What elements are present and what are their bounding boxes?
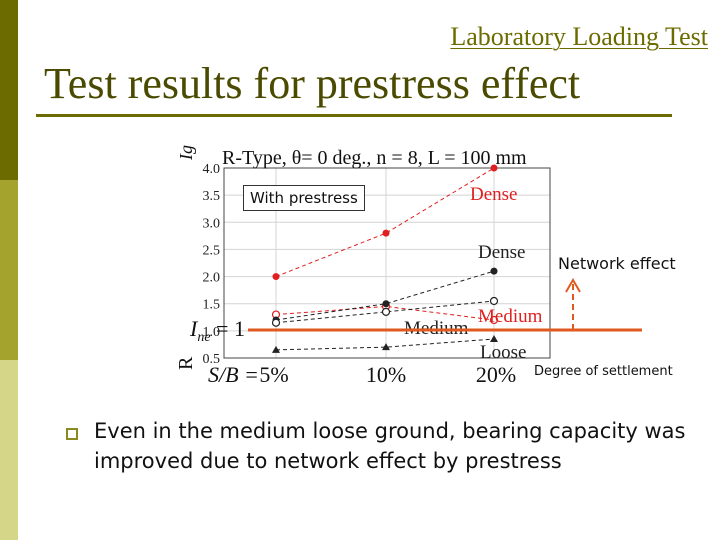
data-point [382, 343, 390, 351]
data-point [382, 229, 390, 237]
x-tick-labels: 5% 10% 20% [259, 362, 516, 387]
y-tick-labels: 0.5 1.0 1.5 2.0 2.5 3.0 3.5 4.0 [203, 162, 221, 367]
y-tick-label: 0.5 [203, 352, 221, 367]
plot-frame [223, 167, 551, 359]
data-point [272, 273, 280, 281]
data-point [490, 335, 498, 342]
series-with-prestress-medium: Medium [271, 302, 543, 327]
x-tick-label: 5% [259, 362, 288, 387]
y-axis-label: Ig [176, 145, 196, 161]
y-tick-label: 1.5 [203, 298, 221, 313]
data-point [382, 300, 390, 308]
series-without-prestress-loose: Loose [272, 335, 526, 363]
x-axis-label: S/B = [208, 362, 259, 387]
y-tick-label: 2.0 [203, 271, 221, 286]
chart-title: R-Type, θ= 0 deg., n = 8, L = 100 mm [222, 147, 527, 169]
data-point [489, 315, 499, 325]
series-label: Dense [478, 242, 525, 263]
series-label: Loose [480, 342, 526, 363]
chart-series: DenseMediumDenseMediumLoose [271, 164, 543, 363]
series-label: Dense [470, 184, 517, 205]
series-line [275, 305, 495, 321]
data-point [381, 307, 391, 316]
x-tick-label: 10% [366, 362, 406, 387]
y-tick-label: 3.0 [203, 216, 221, 231]
slide-title: Test results for prestress effect [44, 59, 581, 108]
series-line [275, 270, 495, 321]
sidebar-accent-bar-middle [0, 180, 18, 360]
series-label: Medium [478, 306, 543, 327]
x-tick-label: 20% [476, 362, 516, 387]
series-line [275, 300, 495, 324]
header-label: Laboratory Loading Test [450, 22, 708, 51]
with-prestress-callout: With prestress [243, 185, 365, 211]
y-axis-label-overlay: R [175, 356, 197, 370]
data-point [271, 318, 281, 327]
network-effect-label: Network effect [558, 254, 676, 273]
data-point [490, 164, 498, 172]
bullet-text: Even in the medium loose ground, bearing… [94, 419, 686, 473]
data-point [272, 345, 280, 353]
y-tick-label: 4.0 [203, 162, 221, 177]
reference-line-label: Ine = 1 [189, 316, 245, 345]
title-underline [36, 114, 672, 117]
series-line [275, 338, 495, 351]
series-without-prestress-dense: Dense [272, 242, 525, 324]
bullet-square-icon [66, 428, 78, 440]
data-point [490, 267, 498, 275]
y-tick-label: 2.5 [203, 243, 221, 258]
sidebar-accent-bar-top [0, 0, 18, 180]
network-effect-arrow-head [565, 278, 581, 293]
data-point [489, 296, 499, 306]
y-tick-label: 3.5 [203, 189, 221, 204]
series-with-prestress-dense: Dense [272, 164, 517, 281]
y-tick-label: 1.0 [203, 325, 221, 340]
sidebar-accent-bar-bottom [0, 360, 18, 540]
degree-of-settlement-label: Degree of settlement [534, 364, 673, 379]
